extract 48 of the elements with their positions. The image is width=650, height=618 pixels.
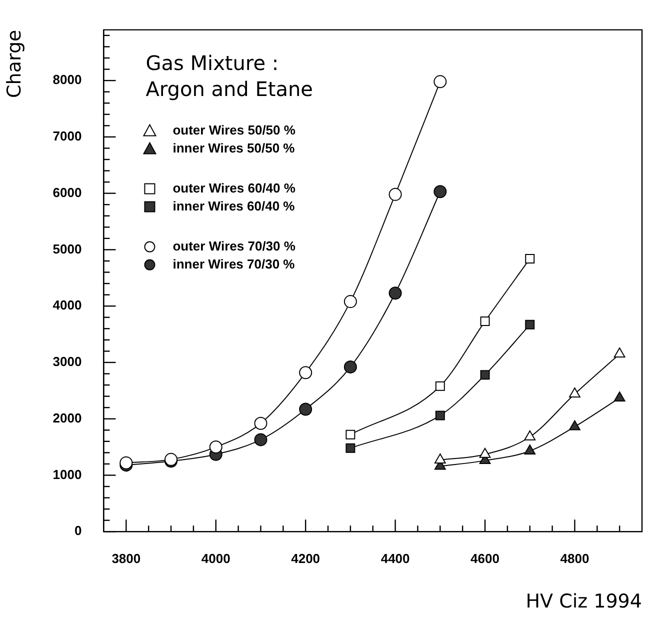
- x-tick-label: 3800: [112, 550, 141, 566]
- x-tick-label: 4600: [470, 550, 500, 566]
- y-tick-label: 7000: [52, 128, 82, 144]
- x-tick-label: 4200: [291, 550, 320, 566]
- y-tick-label: 3000: [52, 354, 82, 370]
- point: [344, 360, 357, 374]
- point: [388, 286, 402, 300]
- x-tick-label: 4400: [380, 550, 410, 566]
- text: Gas Mixture :: [146, 51, 279, 76]
- point: [480, 370, 490, 380]
- text: Argon and Etane: [146, 77, 313, 102]
- legend-label: inner Wires 70/30 %: [172, 256, 296, 272]
- point: [434, 453, 446, 464]
- y-tick-label: 8000: [52, 72, 82, 88]
- point: [120, 456, 133, 470]
- x-axis-title: HV Ciz 1994: [526, 590, 642, 613]
- point: [525, 320, 535, 330]
- point: [435, 410, 445, 420]
- y-tick-label: 4000: [52, 298, 82, 313]
- legend-label: outer Wires 60/40 %: [172, 180, 296, 196]
- point: [435, 381, 445, 391]
- point: [434, 185, 447, 198]
- point: [569, 388, 580, 398]
- x-tick-label: 4000: [201, 550, 230, 566]
- point: [524, 430, 536, 440]
- point: [346, 443, 356, 453]
- point: [614, 391, 626, 402]
- point: [614, 347, 626, 358]
- legend-label: inner Wires 50/50 %: [172, 140, 296, 156]
- point: [525, 254, 535, 264]
- legend-label: outer Wires 50/50 %: [172, 122, 296, 138]
- point: [299, 402, 312, 416]
- point: [254, 433, 268, 446]
- y-tick-label: 2000: [52, 410, 82, 426]
- y-tick-label: 0: [74, 523, 82, 538]
- point: [209, 440, 222, 454]
- point: [569, 420, 580, 430]
- y-tick-label: 5000: [52, 241, 82, 256]
- legend-label: outer Wires 70/30 %: [172, 238, 296, 254]
- point: [479, 448, 491, 458]
- y-tick-label: 6000: [52, 184, 82, 200]
- y-axis-title: Charge: [3, 30, 26, 98]
- legend-label: inner Wires 60/40 %: [172, 198, 296, 214]
- point: [346, 430, 356, 440]
- x-tick-label: 4800: [560, 550, 590, 566]
- y-tick-label: 1000: [52, 466, 82, 482]
- point: [524, 444, 536, 454]
- point: [480, 316, 490, 326]
